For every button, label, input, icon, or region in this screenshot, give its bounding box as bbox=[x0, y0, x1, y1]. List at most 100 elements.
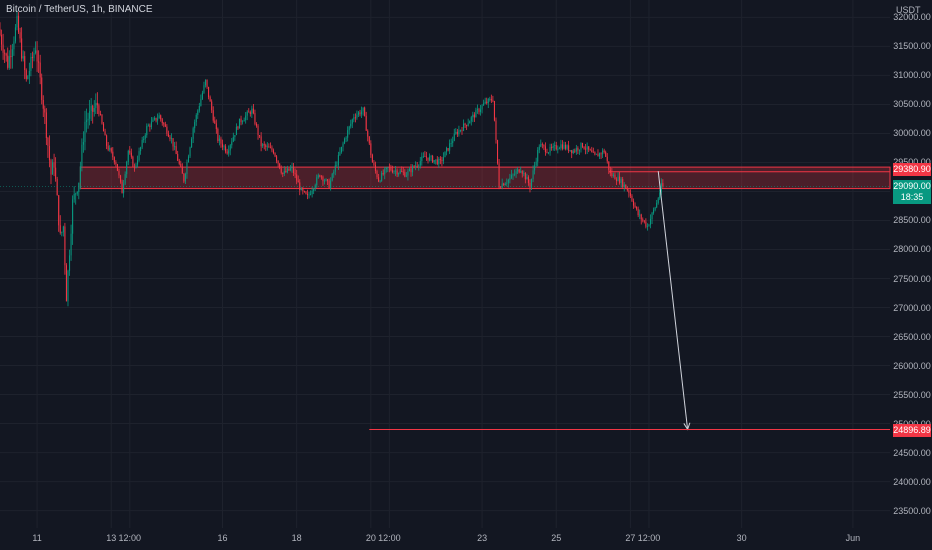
candle-body bbox=[285, 170, 287, 173]
candle-body bbox=[529, 182, 531, 188]
candle-body bbox=[544, 146, 546, 153]
candle-body bbox=[242, 121, 244, 123]
candle-body bbox=[634, 205, 636, 207]
candle-body bbox=[628, 190, 630, 193]
symbol-title[interactable]: Bitcoin / TetherUS, 1h, BINANCE bbox=[6, 4, 153, 15]
candle-body bbox=[496, 140, 499, 164]
candle-body bbox=[557, 148, 559, 150]
candle-body bbox=[413, 166, 415, 168]
candle-body bbox=[458, 130, 460, 135]
candle-body bbox=[201, 92, 203, 99]
candle-body bbox=[299, 182, 301, 191]
price-tick-label: 26500.00 bbox=[893, 331, 931, 342]
candle-body bbox=[245, 115, 247, 121]
candle-body bbox=[611, 172, 613, 176]
candle-body bbox=[184, 173, 186, 182]
candle-body bbox=[167, 133, 169, 137]
candle-body bbox=[608, 161, 610, 170]
candle-body bbox=[18, 15, 20, 33]
candle-body bbox=[21, 38, 23, 59]
candle-body bbox=[589, 149, 591, 151]
candle-body bbox=[55, 167, 57, 179]
candle-body bbox=[85, 120, 88, 122]
candle-body bbox=[133, 166, 135, 168]
candle-body bbox=[297, 180, 299, 183]
candle-body bbox=[225, 146, 227, 152]
candle-body bbox=[7, 55, 9, 68]
candle-body bbox=[588, 146, 590, 150]
candle-body bbox=[104, 131, 106, 136]
candle-body bbox=[345, 137, 347, 139]
candle-body bbox=[446, 148, 448, 152]
candle-body bbox=[577, 148, 579, 151]
candle-body bbox=[620, 179, 622, 183]
candle-body bbox=[371, 155, 373, 163]
candle-body bbox=[243, 120, 245, 122]
candle-body bbox=[99, 114, 101, 115]
candle-body bbox=[509, 177, 511, 180]
candle-body bbox=[459, 129, 461, 131]
candle-body bbox=[84, 121, 86, 143]
candle-body bbox=[317, 175, 319, 178]
candle-body bbox=[155, 117, 157, 121]
candle-body bbox=[396, 170, 398, 175]
price-tick-label: 28000.00 bbox=[893, 244, 931, 255]
candle-body bbox=[495, 120, 497, 141]
candle-body bbox=[266, 146, 268, 148]
candle-body bbox=[520, 171, 522, 173]
candle-body bbox=[249, 112, 251, 115]
candle-body bbox=[515, 171, 517, 175]
candle-body bbox=[594, 152, 596, 155]
candle-body bbox=[2, 44, 4, 53]
candle-body bbox=[649, 219, 652, 225]
candle-body bbox=[143, 138, 145, 140]
candle-body bbox=[646, 226, 648, 227]
candle-body bbox=[38, 61, 40, 63]
candle-body bbox=[276, 156, 278, 161]
candle-body bbox=[609, 169, 611, 173]
candle-body bbox=[551, 147, 553, 148]
candle-body bbox=[76, 191, 78, 194]
time-tick-label: 23 bbox=[477, 533, 488, 543]
candle-body bbox=[534, 165, 536, 171]
candlestick-series bbox=[0, 10, 664, 307]
candle-body bbox=[64, 226, 66, 266]
candle-body bbox=[492, 100, 494, 102]
candle-body bbox=[476, 109, 478, 111]
candle-body bbox=[289, 168, 292, 171]
candle-body bbox=[144, 135, 146, 139]
time-tick-label: 16 bbox=[217, 533, 228, 543]
candle-body bbox=[422, 156, 424, 157]
time-tick-label: Jun bbox=[845, 533, 861, 543]
candle-body bbox=[22, 56, 24, 59]
candle-body bbox=[322, 176, 324, 182]
candle-body bbox=[354, 117, 356, 119]
candle-body bbox=[340, 146, 343, 153]
candle-body bbox=[27, 76, 29, 79]
candle-body bbox=[526, 177, 528, 180]
candle-body bbox=[248, 111, 250, 113]
candle-body bbox=[518, 169, 520, 173]
candle-body bbox=[90, 105, 92, 111]
candle-body bbox=[149, 125, 151, 128]
candle-body bbox=[381, 173, 383, 181]
candle-body bbox=[432, 156, 434, 163]
candle-body bbox=[277, 160, 279, 164]
candle-body bbox=[39, 62, 41, 78]
candle-body bbox=[438, 158, 440, 165]
price-tick-label: 24000.00 bbox=[893, 476, 931, 487]
candle-body bbox=[566, 145, 568, 149]
candle-body bbox=[424, 156, 426, 157]
candle-body bbox=[303, 191, 305, 192]
candle-body bbox=[642, 219, 644, 221]
price-tick-label: 24500.00 bbox=[893, 447, 931, 458]
candle-body bbox=[11, 49, 13, 58]
candle-body bbox=[615, 179, 618, 181]
candle-body bbox=[365, 115, 367, 131]
candle-body bbox=[305, 191, 307, 194]
candle-body bbox=[441, 159, 443, 162]
candle-body bbox=[407, 171, 409, 176]
candle-body bbox=[370, 143, 372, 156]
candle-body bbox=[291, 166, 293, 169]
